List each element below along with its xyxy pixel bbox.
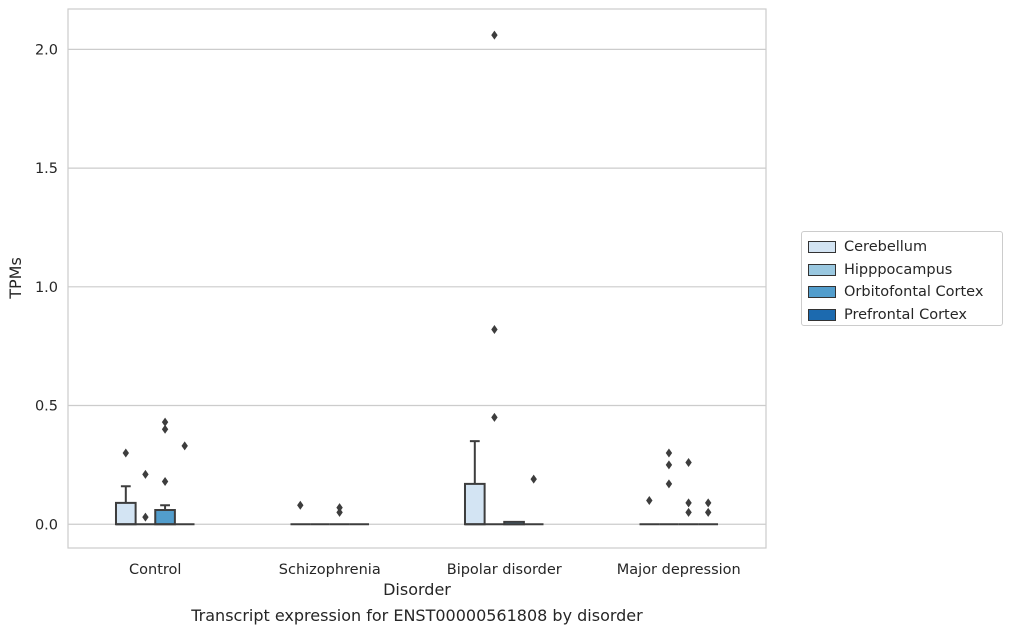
legend-swatch xyxy=(808,286,836,299)
legend-label: Cerebellum xyxy=(844,239,928,256)
y-tick-label: 1.5 xyxy=(35,161,58,177)
legend-swatch xyxy=(808,241,836,254)
y-gridlines xyxy=(68,48,766,525)
x-tick-label: Control xyxy=(129,562,181,578)
outlier-point xyxy=(665,479,673,489)
box-rect xyxy=(114,501,137,526)
outlier-point xyxy=(530,474,537,484)
outlier-point xyxy=(142,469,149,479)
outlier-point xyxy=(161,424,169,434)
outlier-point xyxy=(685,458,692,468)
box-rect xyxy=(463,482,486,526)
box-series xyxy=(114,30,719,526)
outlier-point xyxy=(491,325,498,335)
legend-item: Hipppocampus xyxy=(808,259,1002,282)
x-tick-label: Major depression xyxy=(617,562,741,578)
outlier-point xyxy=(122,448,130,458)
x-tick-labels: Control Schizophrenia Bipolar disorder Majo… xyxy=(129,562,741,578)
box-group xyxy=(484,30,505,526)
legend-label: Hipppocampus xyxy=(844,261,953,278)
box-group xyxy=(135,469,156,526)
y-tick-label: 0.5 xyxy=(35,399,58,415)
box-group xyxy=(463,440,486,526)
x-tick-label: Bipolar disorder xyxy=(447,562,562,578)
legend-swatch xyxy=(808,263,836,276)
outlier-point xyxy=(161,417,169,427)
x-axis-label: Disorder xyxy=(383,580,451,599)
outlier-point xyxy=(685,507,692,517)
y-tick-label: 0.0 xyxy=(35,517,58,533)
box-group xyxy=(174,441,195,526)
box-group xyxy=(678,458,699,526)
outlier-point xyxy=(297,500,304,510)
outlier-point xyxy=(491,412,498,422)
outlier-point xyxy=(491,30,498,40)
box-group xyxy=(329,503,350,526)
legend-label: Orbitofontal Cortex xyxy=(844,284,984,301)
outlier-point xyxy=(665,448,673,458)
legend-swatch xyxy=(808,309,836,322)
plot-frame xyxy=(67,8,767,549)
box-group xyxy=(639,496,660,526)
box-group xyxy=(523,474,544,526)
legend-item: Prefrontal Cortex xyxy=(808,304,1002,327)
chart-caption: Transcript expression for ENST0000056180… xyxy=(191,606,643,625)
legend-label: Prefrontal Cortex xyxy=(844,307,967,324)
outlier-point xyxy=(665,460,673,470)
y-tick-label: 1.0 xyxy=(35,280,58,296)
outlier-point xyxy=(336,507,343,517)
box-group xyxy=(698,498,719,526)
outlier-point xyxy=(336,503,343,513)
box-rect xyxy=(154,509,176,526)
outlier-point xyxy=(704,507,712,517)
y-axis-label: TPMs xyxy=(6,257,25,300)
outlier-point xyxy=(142,512,149,522)
box-group xyxy=(503,520,525,526)
legend: Cerebellum Hipppocampus Orbitofontal Corte… xyxy=(801,231,1003,326)
outlier-point xyxy=(704,498,712,508)
outlier-point xyxy=(161,477,169,487)
box-group xyxy=(114,448,137,526)
box-group xyxy=(154,417,176,526)
y-tick-label: 2.0 xyxy=(35,42,58,58)
box-group xyxy=(290,500,311,526)
x-tick-label: Schizophrenia xyxy=(279,562,381,578)
outlier-point xyxy=(181,441,188,451)
legend-item: Cerebellum xyxy=(808,236,1002,259)
outlier-point xyxy=(685,498,692,508)
legend-item: Orbitofontal Cortex xyxy=(808,281,1002,304)
outlier-point xyxy=(646,496,653,506)
box-group xyxy=(659,448,679,526)
y-tick-labels: 0.0 0.5 1.0 1.5 2.0 xyxy=(35,42,58,533)
